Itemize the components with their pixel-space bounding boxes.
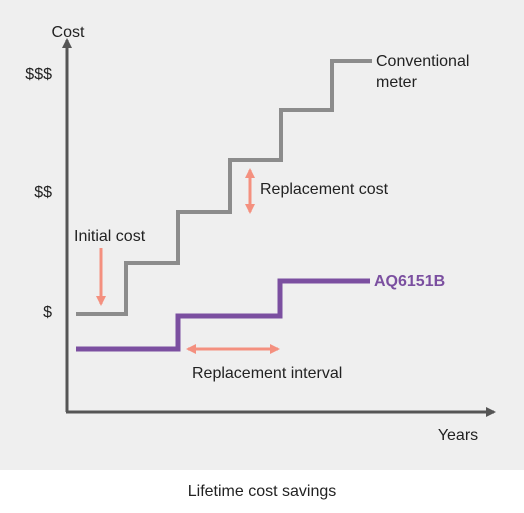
annotation: Initial cost (74, 228, 146, 245)
series-label: Conventional (376, 53, 469, 70)
y-level-label: $$$ (25, 66, 52, 83)
conventional-line (76, 59, 372, 316)
y-level-label: $ (43, 304, 52, 321)
series-label: AQ6151B (374, 273, 445, 290)
panel-background (0, 0, 524, 470)
annotation: Replacement interval (192, 365, 342, 382)
y-level-label: $$ (34, 184, 52, 201)
caption: Lifetime cost savings (188, 483, 337, 500)
annotation: Replacement cost (260, 181, 389, 198)
series-label: meter (376, 74, 418, 91)
aq6151b-line (76, 278, 370, 352)
x-axis-label: Years (438, 427, 478, 444)
y-axis-label: Cost (52, 24, 85, 41)
